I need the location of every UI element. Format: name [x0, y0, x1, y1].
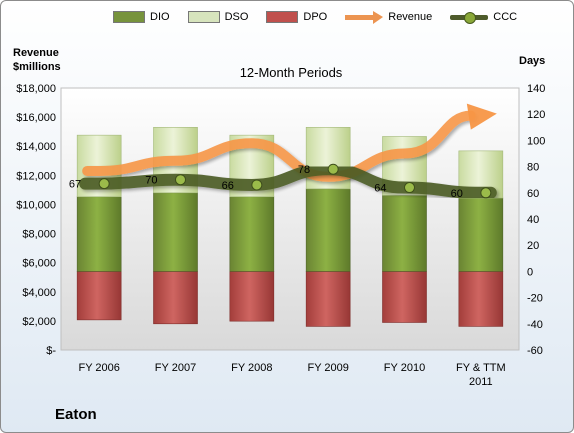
x-tick-label: FY 2006 [78, 362, 119, 374]
legend-item-dio: DIO [113, 11, 170, 23]
legend-item-dpo: DPO [266, 11, 327, 23]
x-tick-label: FY 2007 [155, 362, 196, 374]
legend-label-revenue: Revenue [388, 11, 433, 23]
ccc-marker [480, 187, 492, 199]
ccc-line [79, 163, 497, 199]
ccc-marker [251, 179, 263, 191]
left-tick-label: $6,000 [22, 258, 56, 270]
left-tick-label: $16,000 [16, 112, 56, 124]
legend-item-dso: DSO [187, 11, 249, 23]
right-tick-label: 80 [527, 162, 539, 174]
ccc-marker [175, 174, 186, 186]
left-tick-label: $- [46, 345, 56, 357]
left-tick-label: $14,000 [16, 141, 56, 153]
legend-swatch-ccc [450, 11, 489, 24]
left-tick-label: $4,000 [22, 287, 56, 299]
ccc-data-label: 60 [451, 188, 463, 200]
right-tick-label: -60 [527, 345, 543, 357]
x-tick-label: FY 2008 [231, 362, 272, 374]
dpo-bar [305, 271, 351, 327]
dio-bar [153, 192, 198, 272]
legend-label-ccc: CCC [493, 11, 518, 23]
legend-swatch-revenue [345, 11, 384, 24]
dpo-bar [382, 271, 427, 323]
ccc-marker [404, 182, 415, 194]
left-axis-title-line-1: Revenue [13, 47, 59, 59]
ccc-marker [327, 163, 339, 175]
left-axis-title-line-2: $millions [13, 61, 61, 73]
ccc-data-label: 67 [69, 179, 81, 191]
company-name: Eaton [55, 406, 97, 423]
right-tick-label: 60 [527, 188, 539, 200]
legend-item-ccc: CCC [450, 11, 518, 24]
dpo-bar [458, 271, 504, 327]
left-tick-label: $10,000 [16, 199, 56, 211]
right-tick-label: 20 [527, 240, 539, 252]
ccc-data-label: 70 [145, 175, 157, 187]
dio-bar [76, 196, 122, 272]
left-tick-label: $12,000 [16, 170, 56, 182]
ccc-data-label: 66 [222, 180, 234, 192]
legend-swatch-dpo [266, 11, 299, 23]
chart-title: 12-Month Periods [239, 65, 343, 80]
x-tick-label: FY 2010 [384, 362, 425, 374]
legend-label-dso: DSO [224, 11, 249, 23]
ccc-data-label: 64 [374, 183, 386, 195]
dpo-bar [229, 271, 275, 322]
legend-label-dpo: DPO [303, 11, 328, 23]
right-tick-label: -40 [527, 319, 543, 331]
legend-item-revenue: Revenue [345, 11, 433, 24]
left-tick-label: $18,000 [16, 83, 56, 95]
x-tick-label: 2011 [469, 376, 493, 388]
dio-bar [458, 197, 504, 272]
right-tick-label: 120 [527, 109, 545, 121]
dio-bar [382, 195, 427, 272]
legend-label-dio: DIO [150, 11, 170, 23]
x-tick-label: FY 2009 [307, 362, 348, 374]
revenue-arrowhead [466, 103, 497, 130]
right-tick-label: 100 [527, 135, 545, 147]
left-axis-title: Revenue $millions [13, 46, 61, 74]
dpo-bar [153, 271, 198, 325]
legend: DIO DSO DPO Revenue CCC [113, 11, 553, 24]
right-tick-label: 40 [527, 214, 539, 226]
right-tick-label: 0 [527, 266, 533, 278]
dio-bar [229, 196, 275, 272]
ccc-marker [98, 178, 110, 190]
right-tick-label: -20 [527, 293, 543, 305]
left-tick-label: $8,000 [22, 229, 56, 241]
legend-swatch-dso [187, 11, 220, 23]
dpo-bar [76, 271, 122, 321]
right-axis-title: Days [519, 55, 546, 67]
legend-swatch-dio [113, 11, 145, 23]
revenue-line [82, 110, 476, 182]
left-tick-label: $2,000 [22, 316, 56, 328]
ccc-data-label: 78 [298, 164, 310, 176]
dio-bar [305, 188, 351, 272]
right-tick-label: 140 [527, 83, 545, 95]
x-tick-label: FY & TTM [456, 362, 506, 374]
